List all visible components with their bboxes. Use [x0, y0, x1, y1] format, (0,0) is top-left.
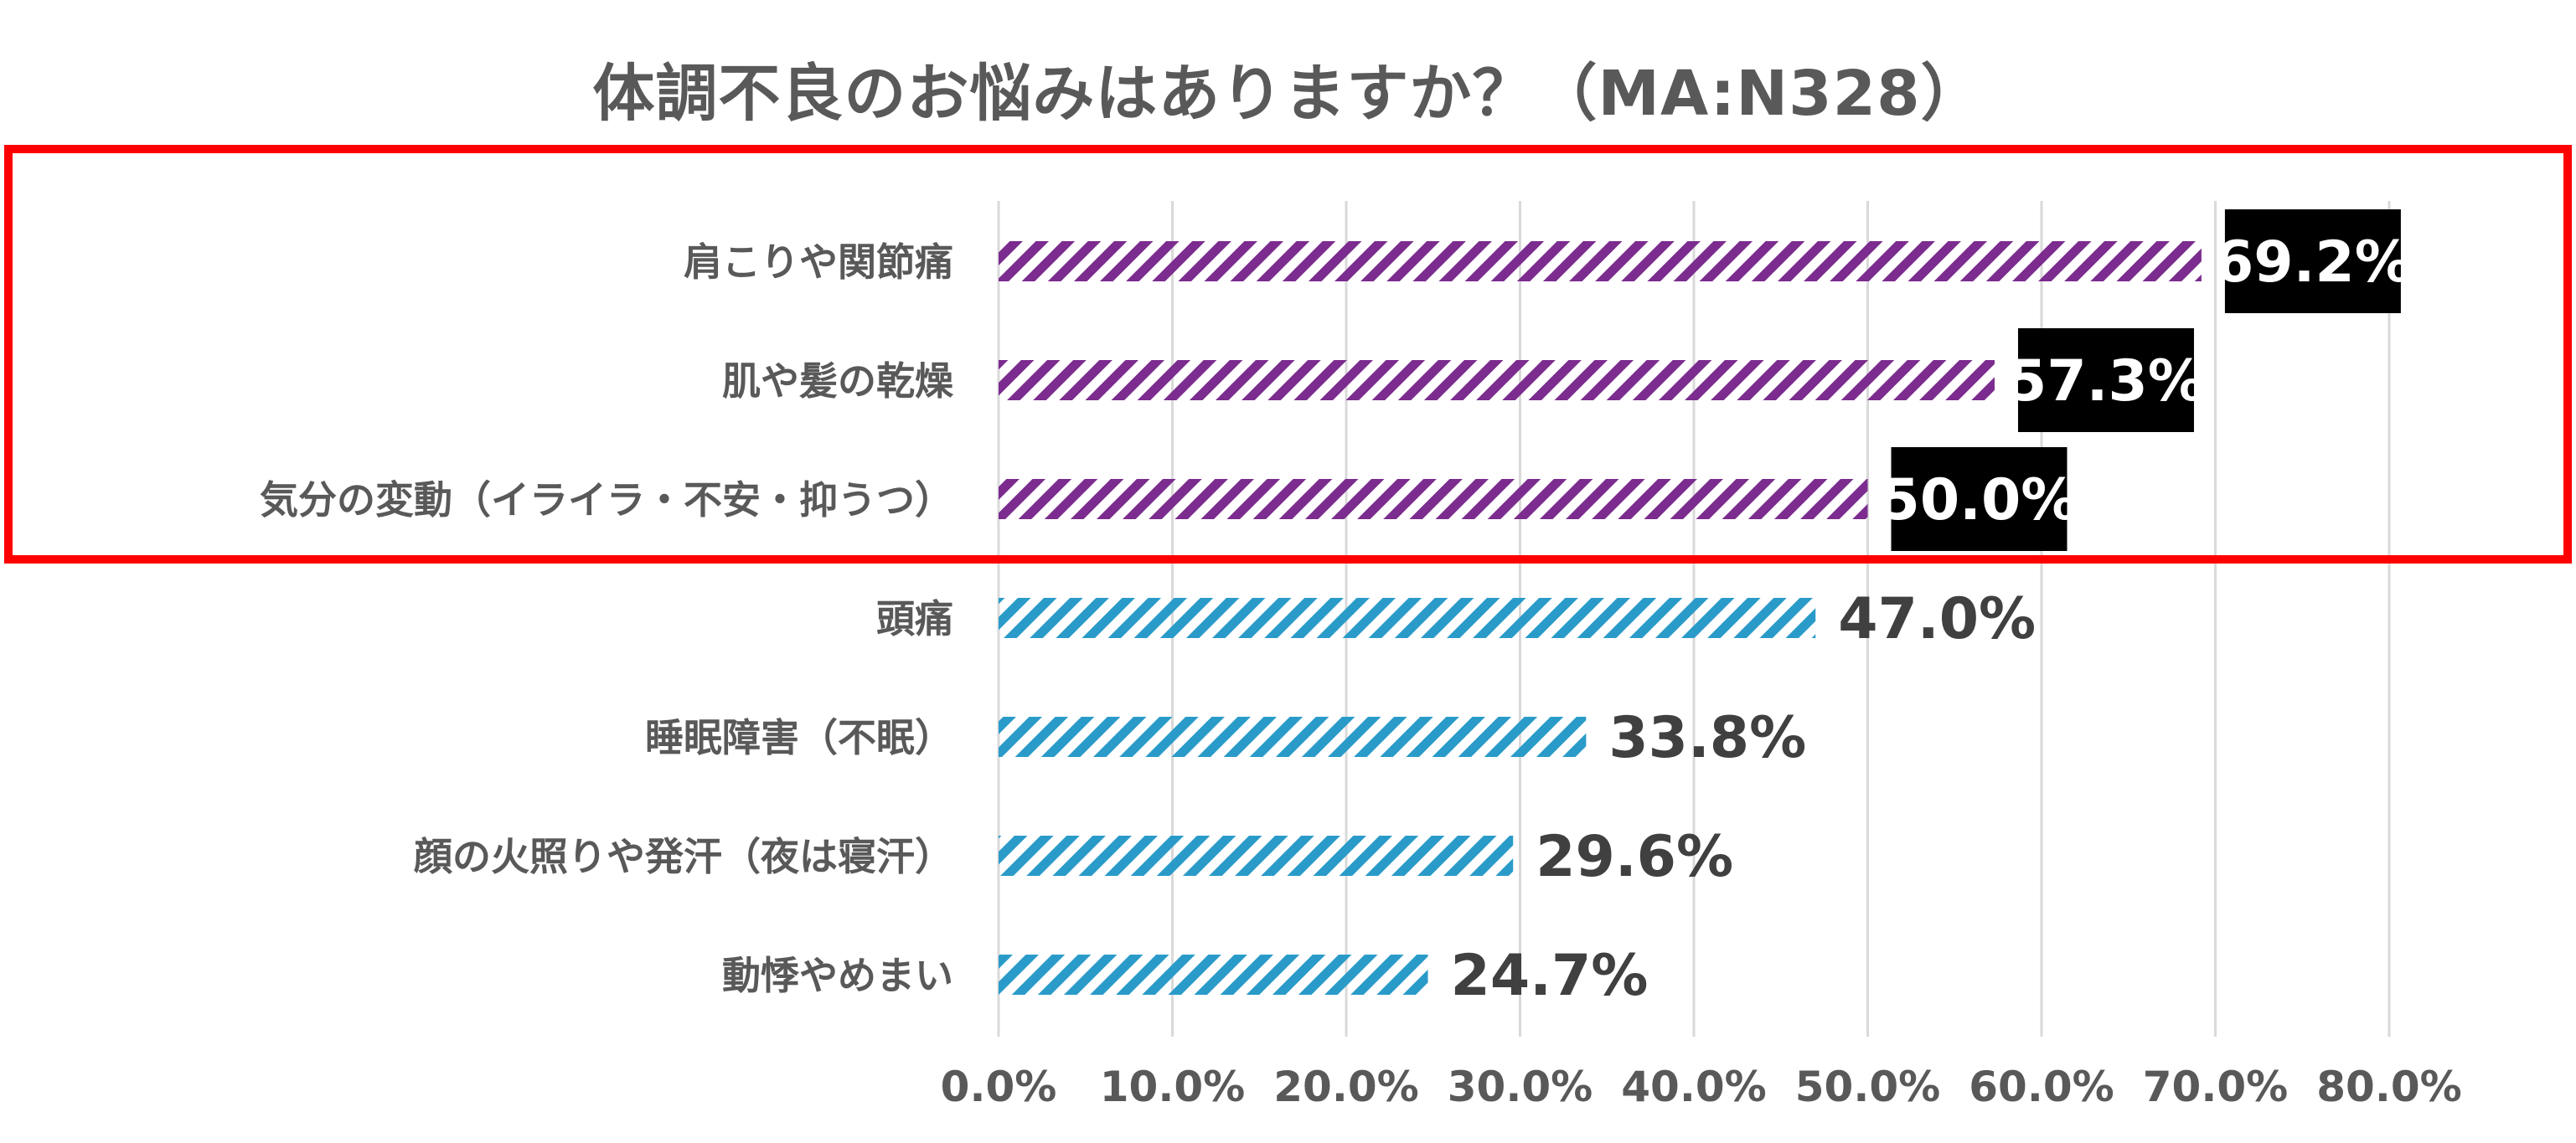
bar: [999, 717, 1587, 757]
x-tick-label: 0.0%: [941, 1063, 1057, 1111]
x-tick-label: 30.0%: [1448, 1063, 1593, 1111]
bar: [999, 479, 1868, 519]
category-label: 顔の火照りや発汗（夜は寝汗）: [414, 834, 953, 879]
x-axis-ticks: 0.0% 10.0% 20.0% 30.0% 40.0% 50.0% 60.0% 70.0% 8…: [941, 1063, 2462, 1111]
bars: [999, 241, 2202, 995]
x-tick-label: 70.0%: [2143, 1063, 2288, 1111]
bar: [999, 360, 1995, 400]
category-label: 動悸やめまい: [722, 953, 953, 998]
x-tick-label: 40.0%: [1621, 1063, 1766, 1111]
x-tick-label: 20.0%: [1273, 1063, 1418, 1111]
chart-title: 体調不良のお悩みはありますか？（MA:N328）: [592, 58, 1984, 130]
bar: [999, 836, 1514, 876]
data-label: 33.8%: [1608, 705, 1806, 771]
data-label: 50.0%: [1881, 467, 2078, 533]
bar: [999, 955, 1428, 995]
x-tick-label: 50.0%: [1795, 1063, 1940, 1111]
data-label-background: [1891, 447, 2068, 551]
data-label: 69.2%: [2214, 229, 2412, 296]
data-label-background: [2224, 209, 2401, 313]
data-label: 24.7%: [1451, 943, 1649, 1009]
bar: [999, 241, 2202, 281]
category-label: 肩こりや関節痛: [684, 239, 953, 285]
data-label-background: [2017, 328, 2194, 432]
category-label: 肌や髪の乾燥: [722, 358, 954, 404]
data-labels: 69.2%57.3% 50.0% 47.0% 33.8% 29.6% 24.7%: [1451, 209, 2412, 1009]
data-label: 29.6%: [1536, 824, 1733, 890]
x-tick-label: 60.0%: [1969, 1063, 2114, 1111]
category-label: 気分の変動（イライラ・不安・抑うつ）: [260, 477, 953, 523]
category-label: 睡眠障害（不眠）: [645, 715, 953, 760]
category-label: 頭痛: [876, 596, 953, 641]
data-label: 47.0%: [1838, 586, 2036, 652]
x-tick-label: 80.0%: [2316, 1063, 2461, 1111]
x-tick-label: 10.0%: [1100, 1063, 1245, 1111]
highlight-box: [4, 145, 2572, 564]
data-label: 57.3%: [2007, 348, 2205, 414]
bar: [999, 598, 1816, 638]
